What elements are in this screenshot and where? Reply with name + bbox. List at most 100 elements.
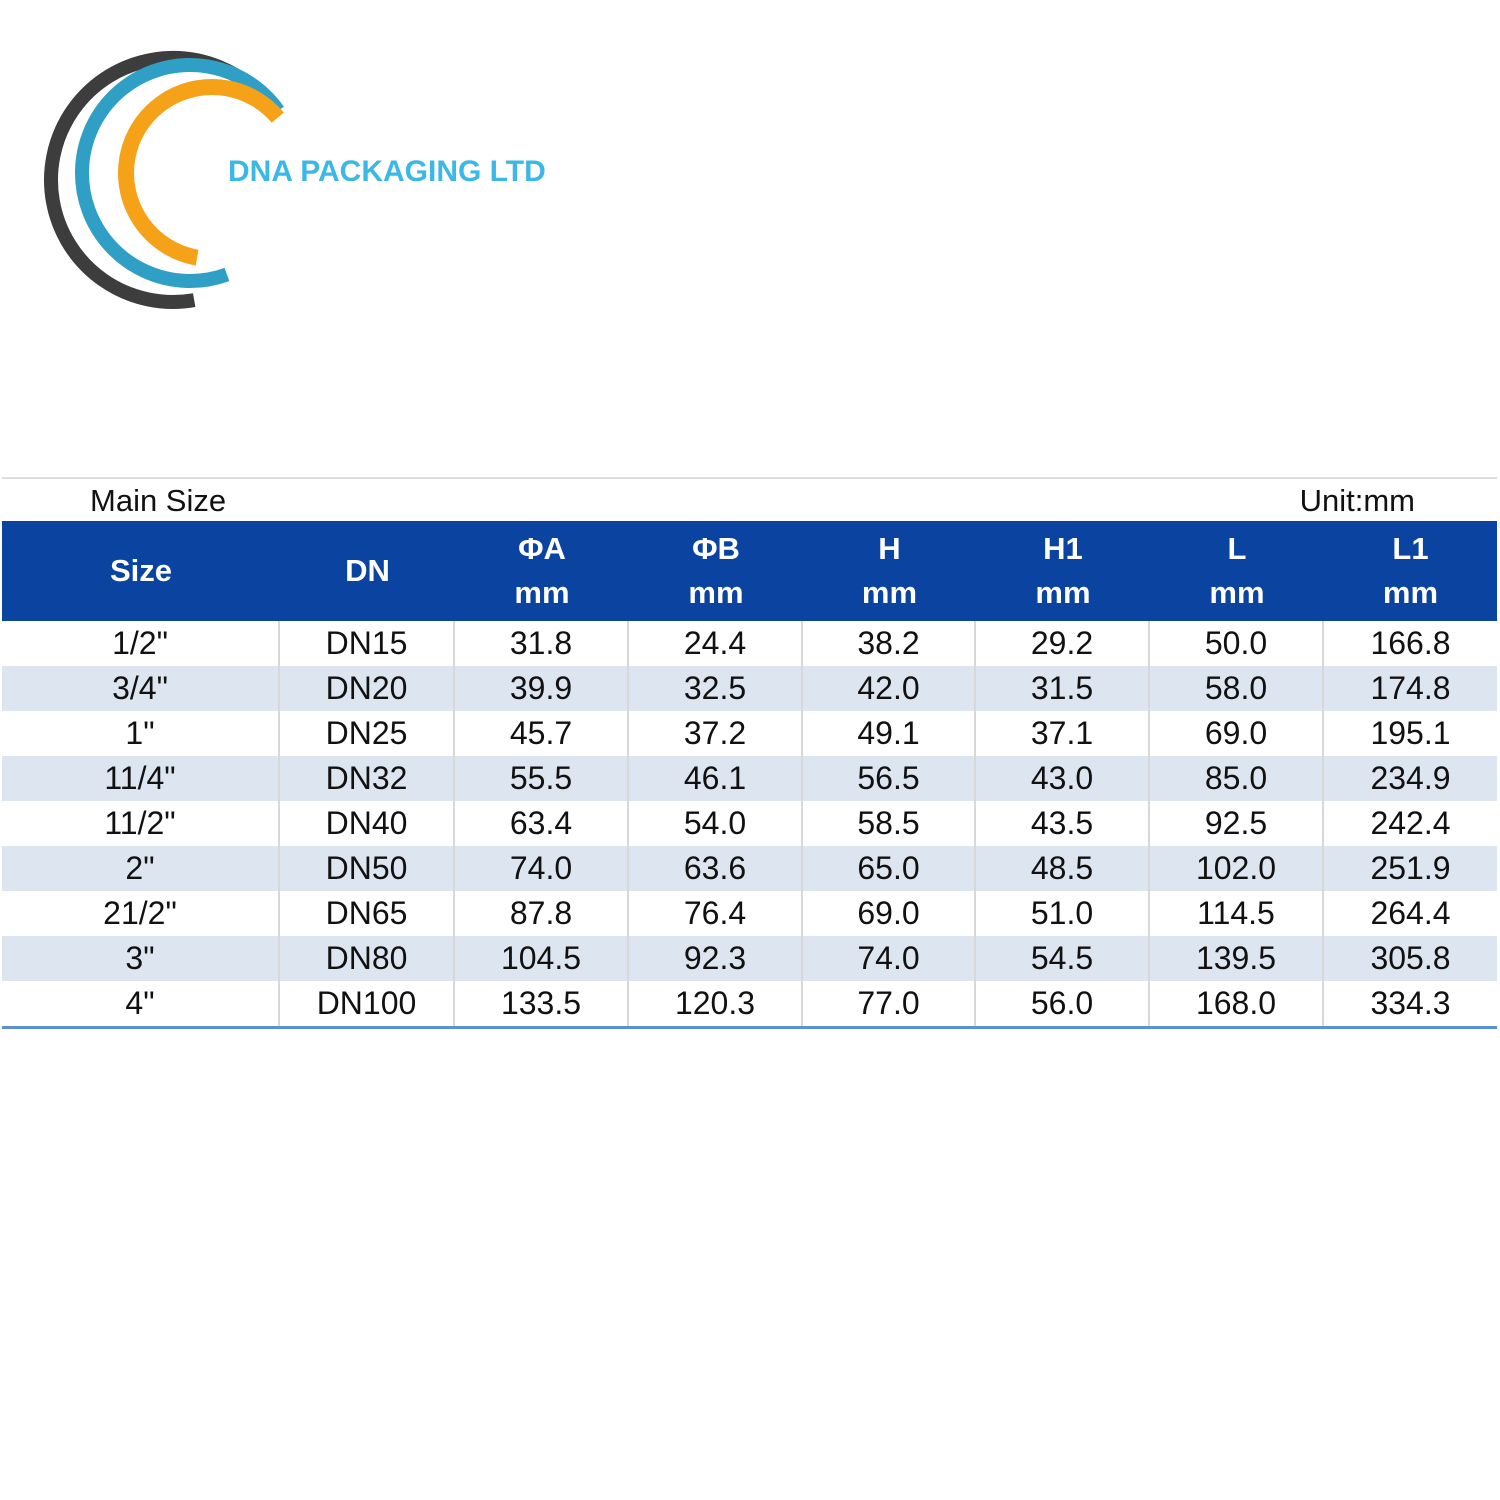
caption: Main Size bbox=[90, 483, 227, 518]
table-cell: 120.3 bbox=[629, 981, 803, 1026]
table-cell: 69.0 bbox=[803, 891, 976, 936]
table-cell: 76.4 bbox=[629, 891, 803, 936]
table-cell: 32.5 bbox=[629, 666, 803, 711]
table-cell: 55.5 bbox=[455, 756, 629, 801]
table-cell: 49.1 bbox=[803, 711, 976, 756]
table-cell: 114.5 bbox=[1150, 891, 1324, 936]
table-cell: 85.0 bbox=[1150, 756, 1324, 801]
table-cell: 3" bbox=[2, 936, 280, 981]
table-row: 1/2" DN15 31.8 24.4 38.2 29.2 50.0 166.8 bbox=[2, 621, 1497, 666]
table-cell: 56.5 bbox=[803, 756, 976, 801]
table-cell: DN15 bbox=[280, 621, 455, 666]
table-cell: 58.0 bbox=[1150, 666, 1324, 711]
table-cell: 31.8 bbox=[455, 621, 629, 666]
logo-arc-blue bbox=[74, 58, 305, 288]
table-cell: 65.0 bbox=[803, 846, 976, 891]
header-unit: mm bbox=[688, 575, 744, 610]
table-cell: 305.8 bbox=[1370, 940, 1451, 976]
table-row: 1" DN25 45.7 37.2 49.1 37.1 69.0 195.1 bbox=[2, 711, 1497, 756]
table-cell: 45.7 bbox=[455, 711, 629, 756]
caption-row: Main Size Unit:mm bbox=[2, 479, 1497, 521]
table-cell: 38.2 bbox=[803, 621, 976, 666]
table-cell: 43.0 bbox=[976, 756, 1150, 801]
table-cell: 39.9 bbox=[455, 666, 629, 711]
table-cell: 51.0 bbox=[976, 891, 1150, 936]
header-unit: mm bbox=[1382, 575, 1439, 610]
table-cell: DN80 bbox=[280, 936, 455, 981]
logo-arc-orange bbox=[118, 79, 306, 267]
table-row: 11/2" DN40 63.4 54.0 58.5 43.5 92.5 242.4 bbox=[2, 801, 1497, 846]
table-cell: 50.0 bbox=[1150, 621, 1324, 666]
table-cell: 58.5 bbox=[803, 801, 976, 846]
header-name: L bbox=[1227, 531, 1247, 566]
header-cell: H1 mm bbox=[976, 521, 1150, 621]
table-cell: DN20 bbox=[280, 666, 455, 711]
header-name: H1 bbox=[1043, 531, 1083, 566]
logo: DNA PACKAGING LTD bbox=[44, 51, 546, 309]
table-cell: DN50 bbox=[280, 846, 455, 891]
header-name: Size bbox=[109, 553, 173, 588]
table-cell: DN32 bbox=[280, 756, 455, 801]
table-cell: 54.5 bbox=[976, 936, 1150, 981]
table-cell: 4" bbox=[2, 981, 280, 1026]
table-cell: 11/2" bbox=[2, 801, 280, 846]
table-cell: 264.4 bbox=[1370, 895, 1451, 931]
table-cell: DN25 bbox=[280, 711, 455, 756]
table-cell: 43.5 bbox=[976, 801, 1150, 846]
table-cell: 234.9 bbox=[1370, 760, 1451, 796]
table-cell: 92.3 bbox=[629, 936, 803, 981]
table-cell: 37.1 bbox=[976, 711, 1150, 756]
table-row: 2" DN50 74.0 63.6 65.0 48.5 102.0 251.9 bbox=[2, 846, 1497, 891]
table-cell: 139.5 bbox=[1150, 936, 1324, 981]
table-cell: 87.8 bbox=[455, 891, 629, 936]
table-cell: 54.0 bbox=[629, 801, 803, 846]
header-name: ΦB bbox=[692, 531, 740, 566]
table-cell: 104.5 bbox=[455, 936, 629, 981]
table-cell: 74.0 bbox=[455, 846, 629, 891]
table-cell: 1/2" bbox=[2, 621, 280, 666]
table-cell: 74.0 bbox=[803, 936, 976, 981]
header-cell: ΦA mm bbox=[455, 521, 629, 621]
header-cell: Size bbox=[2, 521, 280, 621]
table-row: 11/4" DN32 55.5 46.1 56.5 43.0 85.0 234.9 bbox=[2, 756, 1497, 801]
table-cell: 29.2 bbox=[976, 621, 1150, 666]
table-cell: 42.0 bbox=[803, 666, 976, 711]
table-cell: 251.9 bbox=[1370, 850, 1451, 886]
header-unit: mm bbox=[514, 575, 570, 610]
unit: Unit:mm bbox=[1299, 483, 1415, 518]
header-unit: mm bbox=[861, 575, 918, 610]
table-cell: 2" bbox=[2, 846, 280, 891]
table-cell: 102.0 bbox=[1150, 846, 1324, 891]
table-row: 4" DN100 133.5 120.3 77.0 56.0 168.0 334.3 bbox=[2, 981, 1497, 1026]
header-name: DN bbox=[345, 553, 390, 588]
table-cell: 133.5 bbox=[455, 981, 629, 1026]
table-row: 3" DN80 104.5 92.3 74.0 54.5 139.5 305.8 bbox=[2, 936, 1497, 981]
table-cell: 92.5 bbox=[1150, 801, 1324, 846]
table-cell: 46.1 bbox=[629, 756, 803, 801]
table-body: 1/2" DN15 31.8 24.4 38.2 29.2 50.0 166.8 3/4" DN2… bbox=[2, 621, 1497, 1026]
table-cell: 48.5 bbox=[976, 846, 1150, 891]
table-cell: 242.4 bbox=[1370, 805, 1451, 841]
table-cell: 69.0 bbox=[1150, 711, 1324, 756]
table-cell: 3/4" bbox=[2, 666, 280, 711]
header-unit: mm bbox=[1035, 575, 1091, 610]
table-cell: 37.2 bbox=[629, 711, 803, 756]
table-cell: 24.4 bbox=[629, 621, 803, 666]
table-cell: 195.1 bbox=[1370, 715, 1451, 751]
header-cell: DN bbox=[280, 521, 455, 621]
header-cell: L1 mm bbox=[1324, 521, 1497, 621]
table-cell: 168.0 bbox=[1150, 981, 1324, 1026]
table-cell: 174.8 bbox=[1370, 670, 1451, 706]
header-name: ΦA bbox=[518, 531, 566, 566]
table-cell: DN40 bbox=[280, 801, 455, 846]
table-row: 21/2" DN65 87.8 76.4 69.0 51.0 114.5 264.4 bbox=[2, 891, 1497, 936]
table-cell: 334.3 bbox=[1370, 985, 1451, 1021]
table-cell: DN100 bbox=[280, 981, 455, 1026]
table-cell: DN65 bbox=[280, 891, 455, 936]
table-cell: 21/2" bbox=[2, 891, 280, 936]
header-name: L1 bbox=[1392, 531, 1429, 566]
